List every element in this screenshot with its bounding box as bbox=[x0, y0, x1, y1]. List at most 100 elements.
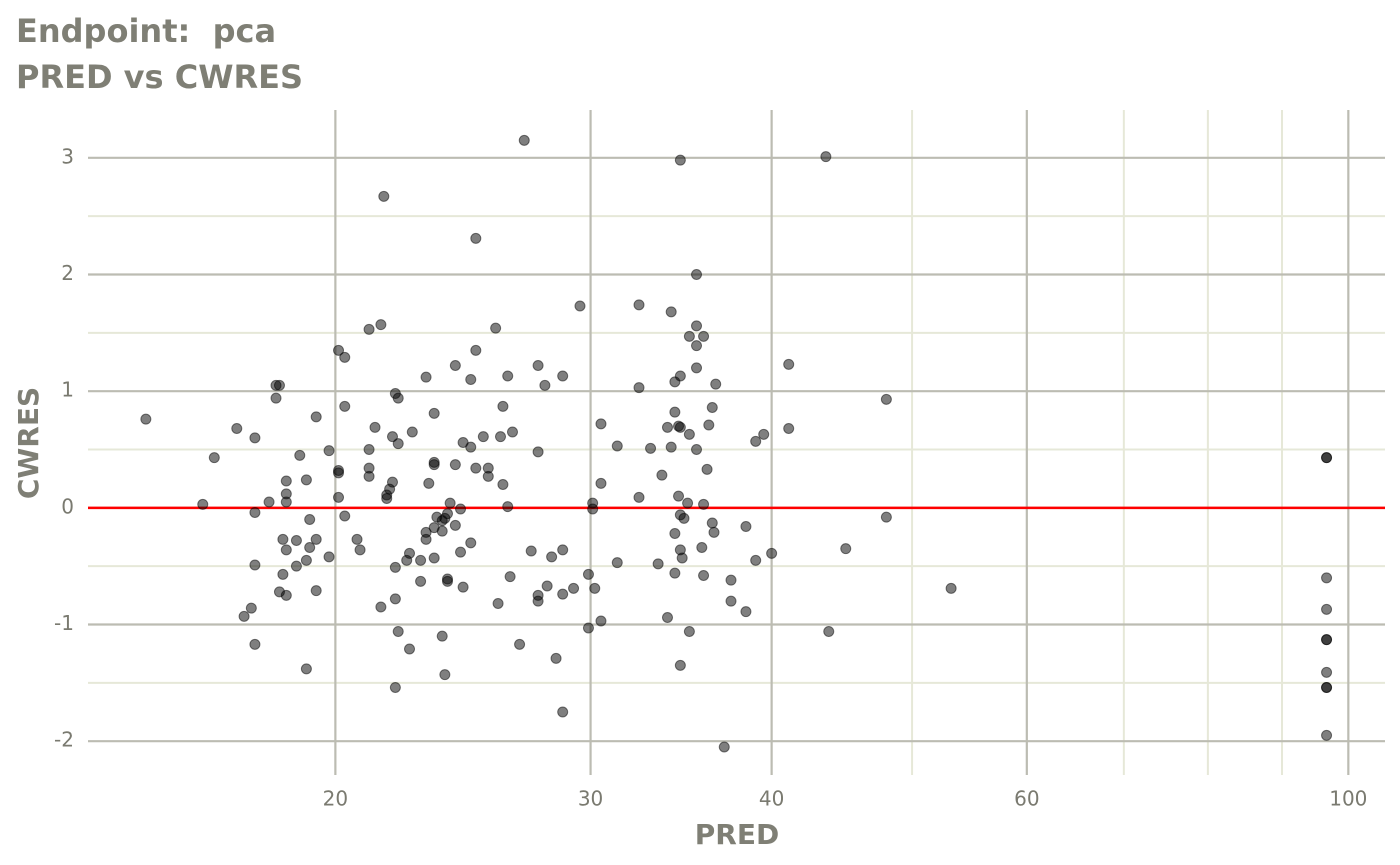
point bbox=[706, 402, 718, 413]
point bbox=[497, 479, 509, 490]
point bbox=[497, 400, 509, 412]
point bbox=[375, 601, 387, 613]
y-tick-label: 2 bbox=[61, 261, 74, 285]
point bbox=[1321, 682, 1333, 693]
point bbox=[665, 306, 677, 318]
point bbox=[1321, 452, 1333, 464]
point bbox=[470, 232, 482, 244]
point bbox=[277, 533, 289, 545]
point bbox=[375, 319, 387, 331]
point bbox=[389, 561, 401, 573]
point bbox=[880, 511, 892, 523]
point bbox=[718, 741, 730, 753]
point bbox=[249, 432, 261, 444]
point bbox=[363, 470, 375, 482]
point bbox=[514, 638, 526, 650]
x-tick-label: 60 bbox=[1014, 787, 1039, 811]
point bbox=[645, 442, 657, 454]
point bbox=[310, 533, 322, 545]
point bbox=[783, 358, 795, 370]
point bbox=[678, 512, 690, 524]
point bbox=[339, 510, 351, 522]
point bbox=[290, 535, 302, 546]
y-tick-label: 0 bbox=[61, 494, 74, 518]
point bbox=[389, 682, 401, 693]
point bbox=[333, 467, 345, 479]
point bbox=[683, 330, 695, 342]
point bbox=[696, 542, 708, 553]
point bbox=[492, 598, 504, 609]
point bbox=[682, 497, 694, 509]
point bbox=[415, 575, 427, 587]
point bbox=[482, 470, 494, 482]
y-tick-label: -1 bbox=[54, 611, 74, 635]
x-tick-label: 30 bbox=[578, 787, 603, 811]
point bbox=[280, 496, 292, 508]
point bbox=[661, 421, 673, 433]
point bbox=[683, 428, 695, 440]
point bbox=[294, 449, 306, 461]
point bbox=[669, 528, 681, 539]
point bbox=[674, 659, 686, 671]
point bbox=[208, 452, 220, 464]
x-tick-label: 20 bbox=[323, 787, 348, 811]
point bbox=[404, 643, 416, 655]
point bbox=[725, 595, 737, 607]
point bbox=[280, 544, 292, 556]
point bbox=[880, 393, 892, 405]
point bbox=[698, 330, 710, 342]
point bbox=[502, 501, 514, 513]
point bbox=[428, 459, 440, 471]
point bbox=[351, 533, 363, 545]
point bbox=[701, 463, 713, 475]
point bbox=[611, 557, 623, 569]
point bbox=[750, 435, 762, 447]
point bbox=[449, 360, 461, 371]
point bbox=[518, 134, 530, 146]
point bbox=[506, 426, 518, 438]
point bbox=[441, 508, 453, 520]
point bbox=[750, 554, 762, 566]
point bbox=[582, 622, 594, 634]
y-tick-label: -2 bbox=[54, 728, 74, 752]
point bbox=[541, 580, 553, 592]
point bbox=[277, 568, 289, 580]
point bbox=[691, 362, 703, 374]
point bbox=[550, 652, 562, 664]
point bbox=[708, 526, 720, 538]
point bbox=[674, 154, 686, 166]
point bbox=[444, 497, 456, 509]
point bbox=[691, 444, 703, 455]
point bbox=[1321, 634, 1333, 646]
point bbox=[300, 554, 312, 566]
point bbox=[304, 542, 316, 553]
point bbox=[557, 370, 569, 382]
point bbox=[455, 546, 467, 558]
y-tick-label: 3 bbox=[61, 144, 74, 168]
point bbox=[546, 551, 558, 563]
point bbox=[369, 421, 381, 433]
point bbox=[532, 446, 544, 458]
point bbox=[740, 521, 752, 532]
point bbox=[706, 517, 718, 529]
y-axis-label: CWRES bbox=[12, 387, 45, 499]
point bbox=[595, 418, 607, 430]
point bbox=[477, 431, 489, 443]
point bbox=[725, 574, 737, 586]
point bbox=[465, 537, 477, 549]
point bbox=[436, 630, 448, 642]
point bbox=[470, 344, 482, 356]
point bbox=[557, 588, 569, 600]
point bbox=[333, 491, 345, 503]
point bbox=[633, 299, 645, 311]
point bbox=[304, 514, 316, 525]
point bbox=[439, 669, 451, 681]
point bbox=[249, 638, 261, 650]
point bbox=[290, 560, 302, 572]
point bbox=[783, 423, 795, 434]
point bbox=[404, 547, 416, 559]
point bbox=[428, 552, 440, 564]
point bbox=[354, 544, 366, 556]
point bbox=[691, 340, 703, 352]
